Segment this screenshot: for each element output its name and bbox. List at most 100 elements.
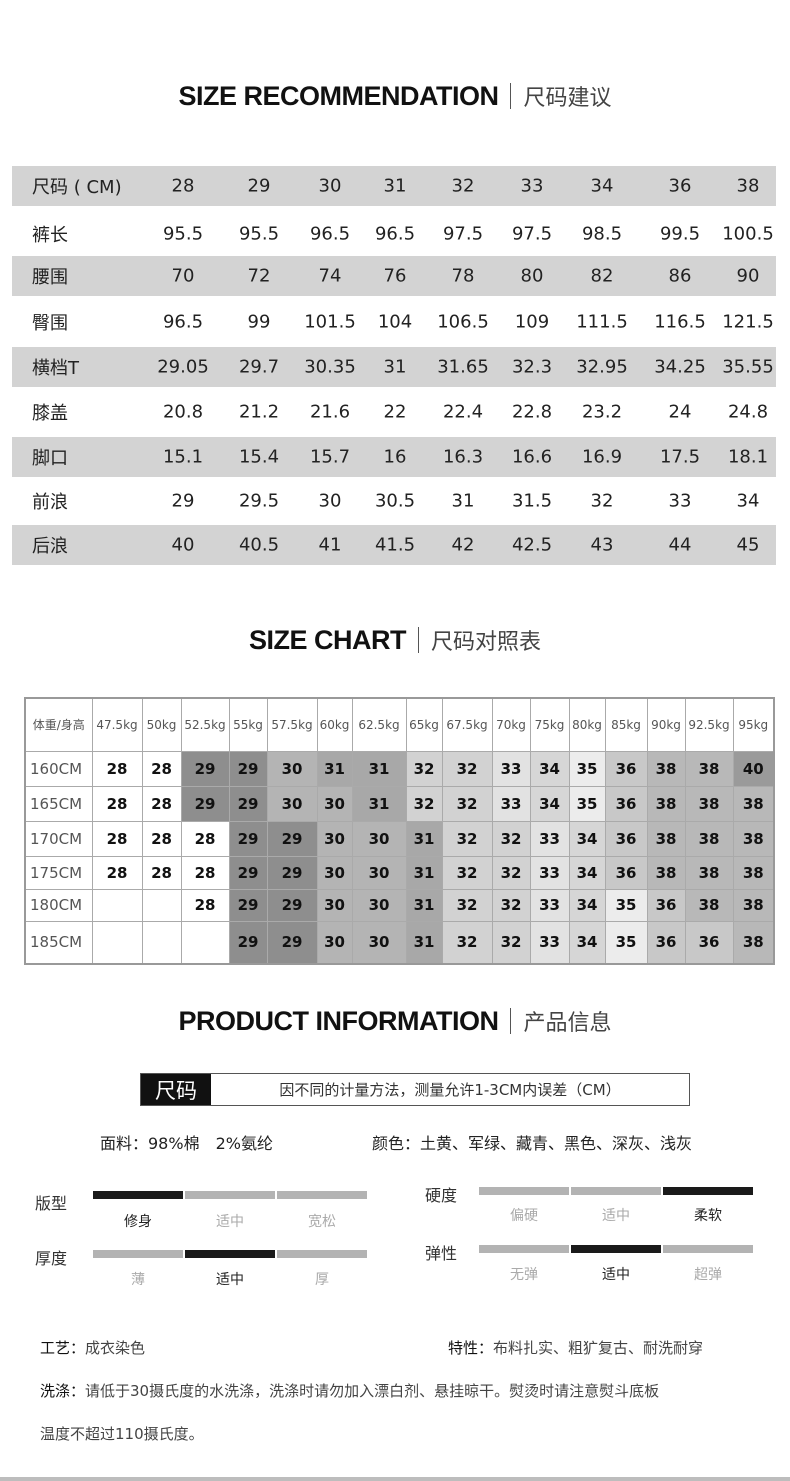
table-row: 180CM 28 29 29 30 30 31 32 32 33 34 35 36 38 38 — [24, 888, 775, 922]
scale-bar — [479, 1187, 753, 1195]
scale-option: 修身 — [124, 1214, 152, 1230]
scale-option: 宽松 — [308, 1214, 336, 1230]
header-cell: 55kg — [228, 697, 268, 752]
size-cell: 35 — [604, 920, 648, 965]
cell: 41.5 — [374, 534, 416, 556]
header-cell: 65kg — [405, 697, 443, 752]
cell: 76 — [383, 265, 407, 287]
cell: 29 — [171, 490, 195, 512]
size-cell: 32 — [405, 750, 443, 787]
size-cell: 36 — [684, 920, 734, 965]
cell: 38 — [736, 175, 760, 197]
cell: 29 — [247, 175, 271, 197]
size-cell: 38 — [732, 820, 775, 857]
size-cell: 29 — [228, 920, 268, 965]
size-cell: 38 — [732, 855, 775, 890]
cell: 15.7 — [309, 446, 351, 468]
header-cell: 57.5kg — [266, 697, 318, 752]
size-cell: 28 — [91, 820, 143, 857]
cell: 95.5 — [162, 223, 204, 245]
size-cell — [141, 888, 182, 922]
wash-value-2: 温度不超过110摄氏度。 — [40, 1425, 204, 1443]
size-cell: 35 — [568, 785, 606, 822]
size-cell: 36 — [604, 820, 648, 857]
cell: 32.95 — [576, 356, 628, 378]
header-cell: 75kg — [529, 697, 570, 752]
cell: 30.5 — [374, 490, 416, 512]
height-label: 160CM — [24, 750, 93, 787]
height-label: 185CM — [24, 920, 93, 965]
cell: 21.6 — [309, 401, 351, 423]
size-cell: 33 — [529, 920, 570, 965]
table-row: 膝盖 20.8 21.2 21.6 22 22.4 22.8 23.2 24 24.8 — [12, 392, 776, 432]
table-row: 脚口 15.1 15.4 15.7 16 16.3 16.6 16.9 17.5 18.1 — [12, 437, 776, 477]
size-cell: 38 — [684, 750, 734, 787]
size-cell: 31 — [405, 820, 443, 857]
cell: 29.7 — [238, 356, 280, 378]
cell: 106.5 — [437, 311, 489, 333]
size-cell: 30 — [316, 785, 353, 822]
cell: 16 — [383, 446, 407, 468]
size-cell — [180, 920, 230, 965]
cell: 45 — [736, 534, 760, 556]
size-cell: 30 — [316, 855, 353, 890]
size-cell: 33 — [491, 785, 531, 822]
cell: 33 — [668, 490, 692, 512]
scale-option: 柔软 — [694, 1208, 722, 1224]
size-cell: 30 — [351, 820, 407, 857]
cell: 82 — [590, 265, 614, 287]
row-label: 横档T — [32, 358, 79, 379]
size-cell: 30 — [351, 888, 407, 922]
feature: 特性：布料扎实、粗犷复古、耐洗耐穿 — [448, 1337, 703, 1358]
size-cell: 34 — [568, 855, 606, 890]
size-cell: 38 — [732, 785, 775, 822]
cell: 31 — [451, 490, 475, 512]
size-cell: 28 — [180, 820, 230, 857]
table-header-row: 尺码 ( CM) 28 29 30 31 32 33 34 36 38 — [12, 166, 776, 206]
header-cell: 62.5kg — [351, 697, 407, 752]
cell: 116.5 — [654, 311, 706, 333]
product-information-title: PRODUCT INFORMATION 产品信息 — [0, 1005, 790, 1037]
size-cell: 36 — [604, 750, 648, 787]
size-cell: 29 — [266, 820, 318, 857]
cell: 29.5 — [238, 490, 280, 512]
cell: 97.5 — [442, 223, 484, 245]
size-cell: 31 — [316, 750, 353, 787]
scale-segment — [93, 1250, 183, 1258]
cell: 34.25 — [654, 356, 706, 378]
cell: 80 — [520, 265, 544, 287]
size-cell: 30 — [266, 785, 318, 822]
feature-key: 特性： — [448, 1339, 494, 1357]
size-cell: 28 — [180, 855, 230, 890]
cell: 74 — [318, 265, 342, 287]
cell: 32 — [590, 490, 614, 512]
size-cell: 36 — [646, 920, 686, 965]
cell: 96.5 — [374, 223, 416, 245]
scale-segment — [663, 1245, 753, 1253]
size-cell: 38 — [646, 855, 686, 890]
scale-segment — [571, 1187, 661, 1195]
size-cell: 34 — [568, 820, 606, 857]
cell: 15.4 — [238, 446, 280, 468]
cell: 17.5 — [659, 446, 701, 468]
table-header-row: 体重/身高 47.5kg 50kg 52.5kg 55kg 57.5kg 60kg 62.5k… — [24, 697, 775, 752]
title-cn: 产品信息 — [523, 1011, 612, 1036]
header-cell: 70kg — [491, 697, 531, 752]
scale-segment — [663, 1187, 753, 1195]
cell: 32.3 — [511, 356, 553, 378]
cell: 36 — [668, 175, 692, 197]
wash-value: 请低于30摄氏度的水洗涤，洗涤时请勿加入漂白剂、悬挂晾干。熨烫时请注意熨斗底板 — [85, 1382, 660, 1400]
size-cell: 28 — [141, 750, 182, 787]
scale-options: 偏硬 适中 柔软 — [479, 1205, 753, 1225]
craft: 工艺：成衣染色 — [40, 1337, 145, 1358]
table-row: 后浪 40 40.5 41 41.5 42 42.5 43 44 45 — [12, 525, 776, 565]
cell: 97.5 — [511, 223, 553, 245]
size-cell: 31 — [351, 785, 407, 822]
cell: 31 — [383, 356, 407, 378]
row-label: 尺码 ( CM) — [32, 177, 122, 198]
header-cell: 47.5kg — [91, 697, 143, 752]
cell: 30 — [318, 490, 342, 512]
table-row: 185CM 29 29 30 30 31 32 32 33 34 35 36 36 38 — [24, 920, 775, 965]
size-cell: 33 — [529, 855, 570, 890]
colors: 颜色：土黄、军绿、藏青、黑色、深灰、浅灰 — [372, 1134, 693, 1153]
